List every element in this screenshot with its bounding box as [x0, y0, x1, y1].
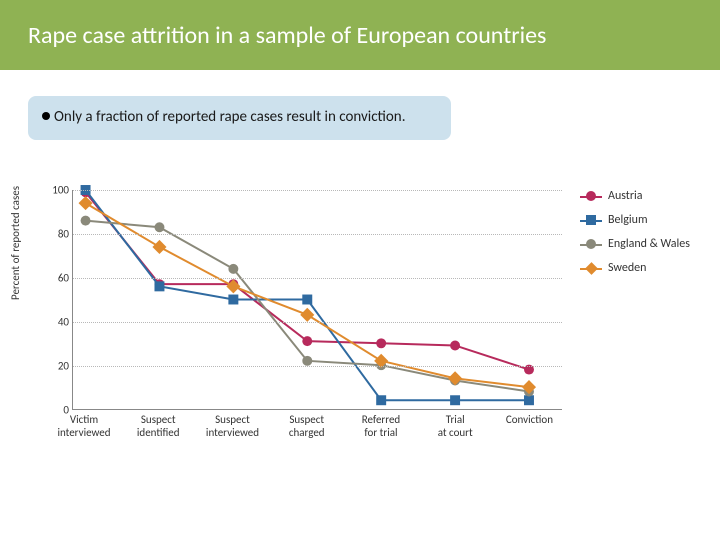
x-tick: Suspectidentified	[123, 414, 193, 439]
grid-line	[73, 234, 562, 235]
x-tick: Suspectinterviewed	[197, 414, 267, 439]
diamond-icon	[582, 264, 600, 273]
grid-line	[73, 322, 562, 323]
legend: Austria Belgium England & Wales Sweden	[582, 184, 690, 280]
legend-label: Belgium	[608, 213, 648, 227]
y-axis-label: Percent of reported cases	[9, 186, 22, 300]
circle-icon	[582, 191, 600, 201]
y-tick: 100	[52, 184, 73, 197]
chart-lines-svg	[73, 190, 562, 409]
legend-item: Sweden	[582, 256, 690, 280]
plot-area: 020406080100	[72, 190, 562, 410]
x-tick: Referredfor trial	[346, 414, 416, 439]
legend-item: England & Wales	[582, 232, 690, 256]
x-tick: Conviction	[494, 414, 564, 427]
legend-label: England & Wales	[608, 237, 690, 251]
y-tick: 20	[58, 360, 73, 373]
grid-line	[73, 278, 562, 279]
callout-text: Only a fraction of reported rape cases r…	[54, 108, 405, 126]
legend-label: Austria	[608, 189, 643, 203]
callout-box: Only a fraction of reported rape cases r…	[28, 96, 451, 140]
x-tick: Trialat court	[420, 414, 490, 439]
attrition-chart: Percent of reported cases 020406080100 A…	[30, 190, 690, 490]
grid-line	[73, 190, 562, 191]
y-tick: 60	[58, 272, 73, 285]
x-tick: Suspectcharged	[272, 414, 342, 439]
y-tick: 80	[58, 228, 73, 241]
bullet-icon	[42, 112, 50, 120]
grid-line	[73, 366, 562, 367]
legend-item: Belgium	[582, 208, 690, 232]
circle-icon	[582, 239, 600, 249]
y-tick: 40	[58, 316, 73, 329]
title-bar: Rape case attrition in a sample of Europ…	[0, 0, 720, 70]
square-icon	[582, 215, 600, 225]
page-title: Rape case attrition in a sample of Europ…	[28, 21, 546, 50]
legend-label: Sweden	[608, 261, 646, 275]
legend-item: Austria	[582, 184, 690, 208]
x-tick: Victiminterviewed	[49, 414, 119, 439]
